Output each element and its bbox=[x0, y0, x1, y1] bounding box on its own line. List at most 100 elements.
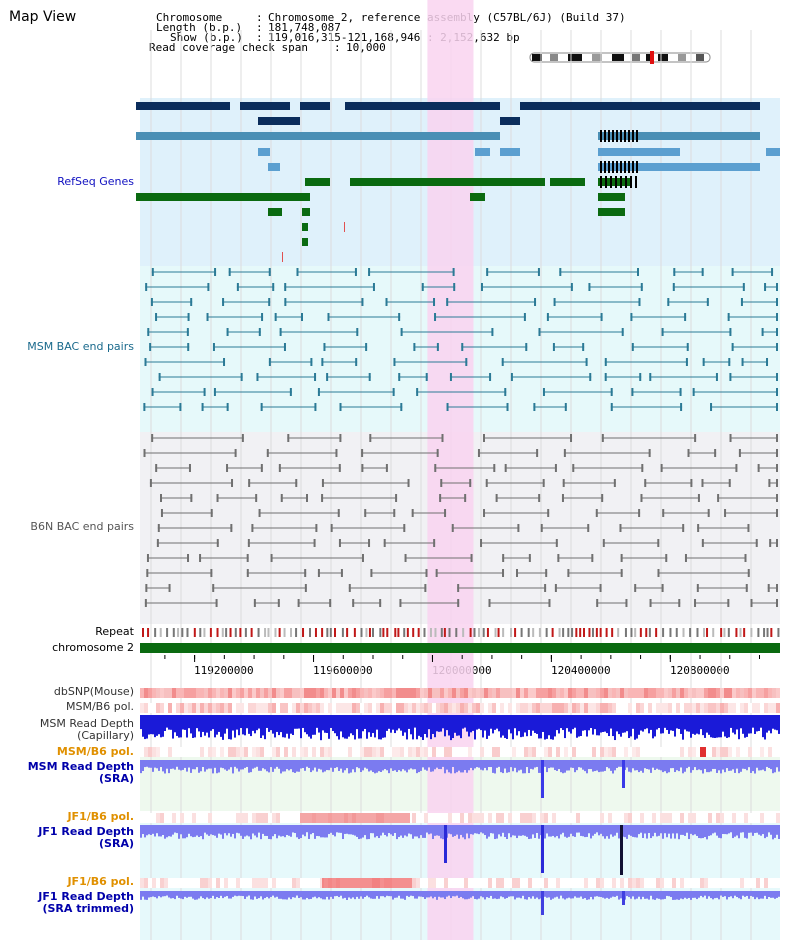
jf1-trim-depth bbox=[532, 891, 534, 897]
jf1-trim-depth bbox=[152, 891, 154, 897]
jf1-sra-depth bbox=[702, 825, 704, 839]
b6n-bac-pair-end bbox=[339, 434, 342, 442]
repeat-element bbox=[142, 628, 144, 637]
b6n-bac-pair-end bbox=[701, 479, 704, 487]
jf1-b6-pol-density-2 bbox=[716, 878, 720, 888]
msm-capillary-depth bbox=[698, 715, 700, 735]
b6n-bac-pair-end bbox=[657, 569, 660, 577]
msm-sra-depth bbox=[234, 760, 236, 767]
msm-b6-pol-density bbox=[180, 703, 184, 713]
track-label-jf1-b6-pol-1: JF1/B6 pol. bbox=[67, 810, 134, 823]
msm-bac-pair-end bbox=[489, 373, 492, 381]
msm-capillary-depth bbox=[760, 715, 762, 728]
msm-b6-pol-density-2 bbox=[180, 747, 184, 757]
msm-sra-depth bbox=[192, 760, 194, 770]
jf1-trim-depth bbox=[230, 891, 232, 899]
msm-capillary-depth bbox=[142, 715, 144, 737]
jf1-sra-depth bbox=[346, 825, 348, 834]
msm-capillary-depth bbox=[576, 715, 578, 738]
dbsnp-density bbox=[608, 688, 612, 698]
dbsnp-density bbox=[196, 688, 200, 698]
msm-b6-pol-density-2 bbox=[772, 747, 776, 757]
jf1-trim-depth bbox=[714, 891, 716, 899]
jf1-trim-depth bbox=[320, 891, 322, 899]
msm-sra-depth bbox=[216, 760, 218, 774]
jf1-b6-pol-density-2 bbox=[436, 878, 440, 888]
jf1-trim-depth bbox=[330, 891, 332, 897]
msm-sra-depth bbox=[336, 760, 338, 768]
jf1-sra-depth bbox=[322, 825, 324, 838]
b6n-bac-pair-end bbox=[199, 554, 202, 562]
jf1-b6-pol-density bbox=[584, 813, 588, 823]
jf1-trim-depth bbox=[718, 891, 720, 900]
jf1-b6-pol-density bbox=[592, 813, 596, 823]
msm-bac-pair-end bbox=[327, 313, 330, 321]
msm-b6-pol-density-2 bbox=[720, 747, 724, 757]
msm-sra-depth bbox=[338, 760, 340, 771]
msm-sra-depth bbox=[484, 760, 486, 768]
track-label-refseq[interactable]: RefSeq Genes bbox=[57, 175, 134, 188]
dbsnp-density bbox=[668, 688, 672, 698]
jf1-b6-pol-density-2 bbox=[672, 878, 676, 888]
jf1-trim-depth bbox=[356, 891, 358, 897]
jf1-trim-depth bbox=[720, 891, 722, 896]
msm-b6-pol-density bbox=[240, 703, 244, 713]
msm-sra-depth bbox=[648, 760, 650, 770]
msm-sra-depth bbox=[688, 760, 690, 767]
msm-sra-depth bbox=[252, 760, 254, 769]
jf1-trim-depth bbox=[694, 891, 696, 898]
repeat-element bbox=[486, 628, 489, 637]
jf1-sra-depth bbox=[720, 825, 722, 839]
jf1-sra-depth bbox=[390, 825, 392, 835]
jf1-b6-pol-density-2 bbox=[680, 878, 684, 888]
msm-sra-depth bbox=[636, 760, 638, 771]
msm-sra-depth bbox=[552, 760, 554, 768]
msm-b6-pol-density-2 bbox=[732, 747, 736, 757]
msm-capillary-depth bbox=[450, 715, 452, 741]
b6n-bac-pair-end bbox=[596, 599, 599, 607]
jf1-b6-pol-density bbox=[464, 813, 468, 823]
jf1-trim-depth bbox=[496, 891, 498, 900]
jf1-trim-depth bbox=[602, 891, 604, 898]
msm-capillary-depth bbox=[354, 715, 356, 740]
msm-sra-depth bbox=[510, 760, 512, 768]
dbsnp-density bbox=[360, 688, 364, 698]
msm-bac-pair-end bbox=[296, 268, 299, 276]
repeat-element bbox=[703, 628, 706, 637]
jf1-b6-pol-density bbox=[708, 813, 712, 823]
jf1-b6-pol-density-2 bbox=[772, 878, 776, 888]
msm-bac-pair-end bbox=[537, 268, 540, 276]
dbsnp-density bbox=[480, 688, 484, 698]
dbsnp-density bbox=[688, 688, 692, 698]
msm-sra-depth bbox=[460, 760, 462, 773]
msm-capillary-depth bbox=[310, 715, 312, 739]
refseq-gene bbox=[640, 132, 680, 140]
msm-b6-pol-density bbox=[636, 703, 640, 713]
b6n-bac-pair-end bbox=[246, 554, 249, 562]
b6n-bac-pair-end bbox=[747, 569, 750, 577]
msm-sra-depth bbox=[432, 760, 434, 772]
msm-bac-pair-end bbox=[201, 403, 204, 411]
b6n-bac-pair-end bbox=[470, 554, 473, 562]
jf1-sra-depth bbox=[212, 825, 214, 836]
jf1-sra-depth bbox=[500, 825, 502, 837]
chromosome-ideogram[interactable] bbox=[528, 50, 714, 66]
jf1-trim-depth bbox=[368, 891, 370, 898]
msm-sra-depth bbox=[302, 760, 304, 769]
jf1-trim-depth bbox=[616, 891, 618, 896]
refseq-gene bbox=[598, 208, 625, 216]
jf1-sra-depth bbox=[420, 825, 422, 836]
track-label-msm-bac[interactable]: MSM BAC end pairs bbox=[27, 340, 134, 353]
msm-capillary-depth bbox=[466, 715, 468, 732]
jf1-trim-depth bbox=[280, 891, 282, 899]
refseq-gene bbox=[640, 163, 680, 171]
msm-sra-depth bbox=[320, 760, 322, 770]
msm-b6-pol-density-2 bbox=[268, 747, 272, 757]
dbsnp-density bbox=[392, 688, 396, 698]
track-label-b6n-bac[interactable]: B6N BAC end pairs bbox=[30, 520, 134, 533]
dbsnp-density bbox=[752, 688, 756, 698]
dbsnp-density bbox=[412, 688, 416, 698]
repeat-element bbox=[712, 628, 715, 637]
jf1-b6-pol-density bbox=[180, 813, 184, 823]
